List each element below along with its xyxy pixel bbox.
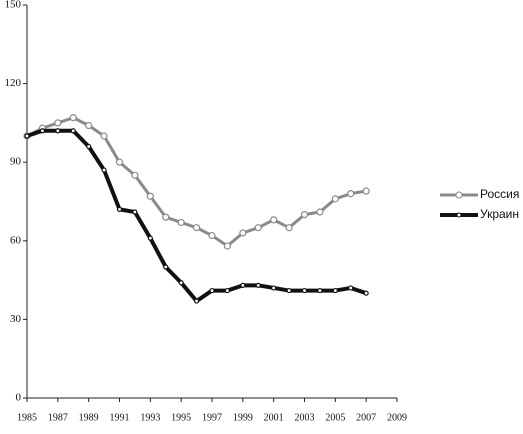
point bbox=[115, 158, 124, 166]
x-tick-label: 2003 bbox=[295, 412, 315, 423]
point bbox=[100, 132, 108, 140]
point bbox=[24, 133, 30, 139]
point bbox=[224, 287, 231, 294]
point bbox=[70, 128, 76, 134]
point bbox=[363, 290, 369, 296]
legend-label: Украин bbox=[480, 207, 519, 221]
point bbox=[301, 287, 308, 294]
y-tick-label: 150 bbox=[5, 0, 22, 11]
point bbox=[254, 224, 262, 232]
point bbox=[316, 208, 324, 216]
point bbox=[239, 229, 247, 237]
point bbox=[331, 195, 339, 203]
point bbox=[55, 128, 61, 134]
y-tick-label: 90 bbox=[10, 156, 22, 168]
point bbox=[178, 280, 184, 286]
legend-marker bbox=[456, 212, 462, 218]
y-tick-label: 120 bbox=[5, 77, 22, 89]
x-tick-label: 2001 bbox=[264, 412, 284, 423]
point bbox=[39, 128, 46, 134]
point bbox=[132, 209, 138, 215]
point bbox=[162, 213, 170, 221]
y-tick-label: 60 bbox=[10, 234, 22, 246]
x-tick-label: 1991 bbox=[110, 412, 130, 423]
point bbox=[208, 231, 216, 240]
series-line bbox=[26, 128, 367, 304]
point bbox=[317, 287, 323, 294]
legend-label: Россия bbox=[480, 187, 519, 201]
x-tick-label: 1997 bbox=[202, 412, 222, 423]
point bbox=[362, 187, 370, 195]
point bbox=[147, 235, 153, 241]
point bbox=[69, 114, 77, 122]
point bbox=[223, 242, 232, 250]
point bbox=[255, 282, 261, 288]
x-tick-label: 1989 bbox=[79, 412, 99, 423]
point bbox=[85, 121, 93, 130]
y-tick-label: 30 bbox=[10, 313, 22, 325]
point bbox=[300, 211, 309, 219]
x-tick-label: 1985 bbox=[17, 412, 37, 423]
x-tick-label: 1995 bbox=[171, 412, 191, 423]
point bbox=[116, 206, 123, 212]
x-tick-label: 1999 bbox=[233, 412, 253, 423]
x-tick-label: 2007 bbox=[356, 412, 376, 423]
y-tick-label: 0 bbox=[16, 392, 22, 404]
x-tick-label: 1987 bbox=[48, 412, 68, 423]
point bbox=[177, 218, 185, 227]
x-tick-label: 1993 bbox=[140, 412, 160, 423]
point bbox=[286, 287, 292, 294]
point bbox=[163, 264, 169, 270]
point bbox=[332, 287, 338, 294]
point bbox=[54, 119, 62, 127]
point bbox=[86, 143, 92, 150]
point bbox=[271, 285, 277, 291]
point bbox=[192, 224, 201, 232]
x-tick-label: 2009 bbox=[387, 412, 407, 423]
point bbox=[240, 282, 246, 288]
point bbox=[209, 287, 215, 294]
point bbox=[101, 167, 107, 173]
point bbox=[285, 224, 293, 232]
x-tick-label: 2005 bbox=[325, 412, 345, 423]
point bbox=[347, 190, 355, 198]
point bbox=[193, 298, 200, 304]
point bbox=[131, 171, 139, 179]
point bbox=[348, 285, 354, 291]
legend-marker bbox=[455, 191, 463, 199]
point bbox=[270, 216, 278, 224]
point bbox=[146, 192, 154, 200]
